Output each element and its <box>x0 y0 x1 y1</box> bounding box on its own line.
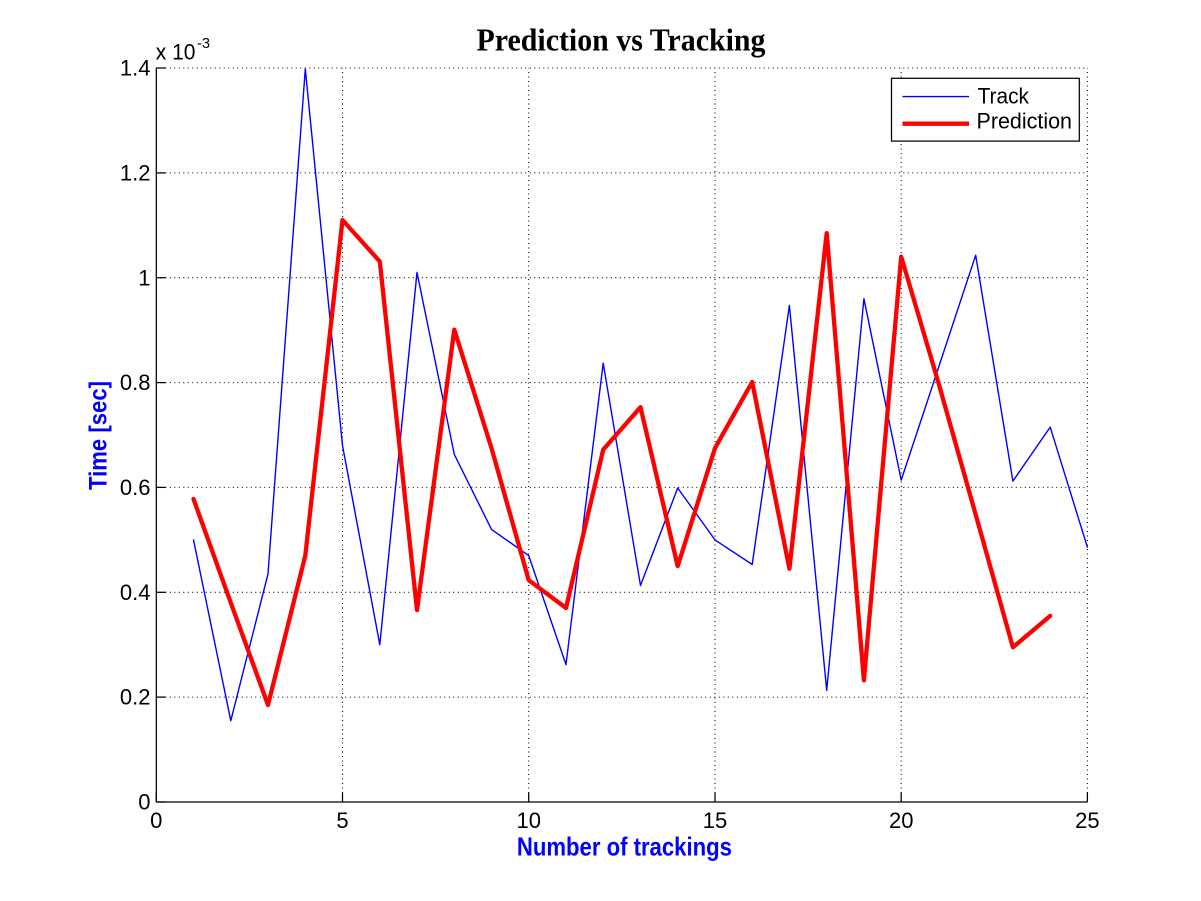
svg-text:10: 10 <box>516 808 540 833</box>
svg-text:x 10: x 10 <box>156 40 196 65</box>
svg-text:Prediction vs Tracking: Prediction vs Tracking <box>477 22 766 57</box>
svg-text:0.6: 0.6 <box>120 475 151 500</box>
svg-text:0.8: 0.8 <box>120 370 151 395</box>
svg-text:Time [sec]: Time [sec] <box>84 381 112 490</box>
svg-text:0: 0 <box>150 808 162 833</box>
svg-text:15: 15 <box>703 808 727 833</box>
svg-text:1.2: 1.2 <box>120 161 151 186</box>
svg-text:0: 0 <box>138 790 150 815</box>
svg-text:25: 25 <box>1075 808 1099 833</box>
svg-text:1: 1 <box>138 265 150 290</box>
svg-text:1.4: 1.4 <box>120 56 151 81</box>
svg-text:Number of trackings: Number of trackings <box>517 832 732 862</box>
svg-text:0.4: 0.4 <box>120 580 151 605</box>
svg-text:Track: Track <box>978 84 1030 109</box>
svg-text:-3: -3 <box>197 36 210 52</box>
svg-text:Prediction: Prediction <box>977 109 1073 134</box>
svg-text:20: 20 <box>889 808 913 833</box>
svg-text:5: 5 <box>336 808 348 833</box>
svg-text:0.2: 0.2 <box>120 685 151 710</box>
